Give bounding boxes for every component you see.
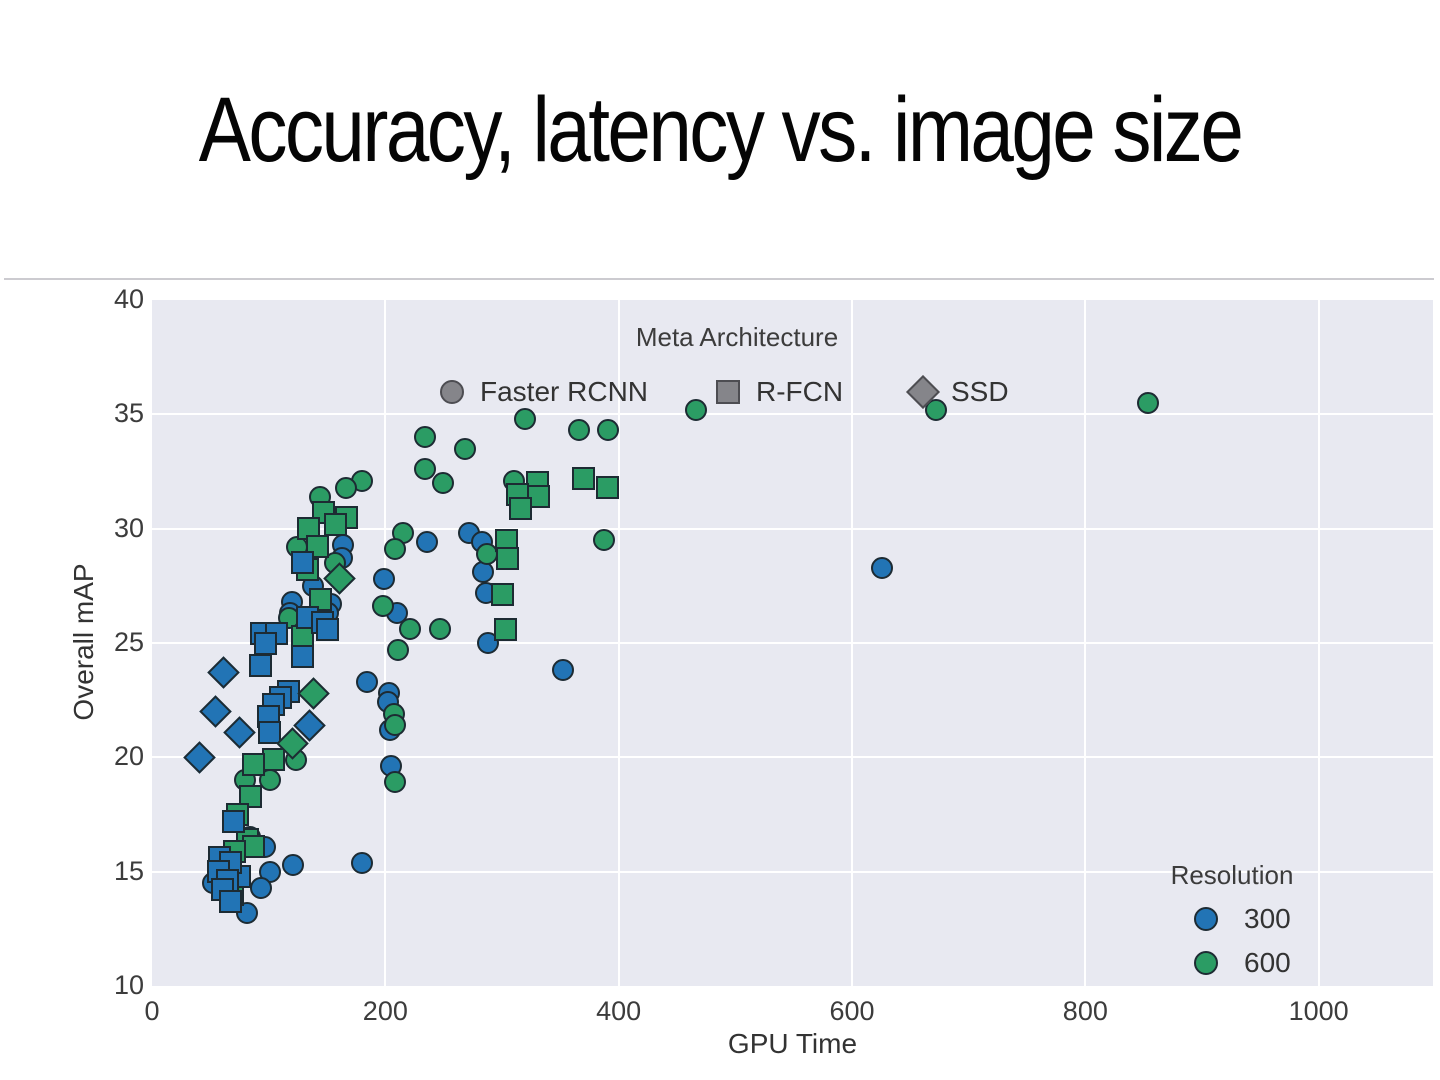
data-point-circle-600 [684,398,707,421]
y-tick-label: 10 [113,970,144,1000]
data-point-square-600 [494,617,517,641]
data-point-circle-300 [249,876,272,899]
data-point-diamond-600 [296,677,330,710]
data-point-circle-300 [373,567,396,590]
x-tick-label: 200 [362,996,408,1026]
gridline-horizontal [152,870,1433,873]
x-axis-label: GPU Time [727,1028,858,1059]
y-tick-label: 15 [113,855,144,886]
gridline-horizontal [152,756,1433,759]
divider-line [4,278,1434,280]
legend-item-resolution-300: 300 [1112,903,1352,935]
data-point-square-600 [572,466,596,490]
data-point-circle-600 [925,398,947,421]
y-tick-label: 20 [113,741,144,772]
circle-legend-icon [440,380,464,404]
x-tick-label: 0 [144,996,160,1026]
data-point-square-300 [291,645,314,669]
gridline-horizontal [152,527,1433,530]
square-legend-icon [716,380,740,404]
legend-item-resolution-600: 600 [1112,947,1352,979]
x-tick-label: 400 [596,996,642,1026]
diamond-legend-icon [906,375,940,409]
legend-meta-architecture: Meta Architecture Faster RCNN R-FCN SSD [152,322,1322,409]
plot-area: Meta Architecture Faster RCNN R-FCN SSD Re… [152,300,1433,986]
legend-item-ssd: SSD [906,375,1009,409]
x-tick-label: 800 [1062,996,1108,1026]
data-point-circle-600 [597,419,620,442]
data-point-circle-600 [414,458,436,481]
legend-resolution-title: Resolution [1170,860,1294,890]
data-point-circle-600 [514,407,537,430]
y-axis-label: Overall mAP [68,563,99,721]
data-point-square-600 [323,512,347,536]
data-point-square-600 [490,583,514,607]
x-tick-label: 1000 [1288,996,1349,1026]
legend-item-label: SSD [951,376,1009,407]
data-point-square-600 [308,588,332,612]
y-tick-label: 35 [113,398,144,429]
legend-resolution: Resolution 300 600 [1112,860,1352,979]
data-point-square-300 [258,720,282,744]
data-point-circle-300 [416,531,439,554]
data-point-circle-600 [334,476,357,499]
data-point-circle-300 [477,632,499,654]
data-point-circle-300 [551,659,574,682]
data-point-diamond-300 [223,715,256,749]
legend-item-label: Faster RCNN [480,376,649,407]
gridline-horizontal [152,413,1433,416]
data-point-square-600 [509,496,533,520]
data-point-circle-600 [383,538,406,561]
data-point-circle-600 [431,471,454,494]
data-point-diamond-300 [206,656,240,689]
data-point-circle-600 [592,529,615,552]
data-point-diamond-300 [198,695,232,728]
data-point-square-300 [315,617,339,641]
circle-legend-icon [1194,907,1218,931]
data-point-circle-300 [351,851,373,874]
data-point-square-300 [249,654,272,678]
data-point-circle-600 [383,714,406,737]
data-point-square-300 [253,631,277,655]
data-point-circle-600 [372,595,394,618]
legend-item-label: 600 [1244,947,1291,978]
data-point-circle-600 [429,618,452,641]
data-point-square-300 [218,889,242,913]
data-point-circle-300 [355,670,378,693]
data-point-circle-600 [398,618,421,641]
legend-item-label: 300 [1244,903,1291,934]
data-point-square-600 [242,752,265,776]
data-point-circle-600 [387,638,410,661]
gridline-horizontal [152,642,1433,644]
data-point-circle-300 [282,853,305,876]
y-tick-label: 40 [113,284,144,314]
data-point-square-600 [261,748,285,772]
legend-item-label: R-FCN [756,376,844,407]
y-tick-label: 25 [113,627,144,657]
legend-item-faster-rcnn: Faster RCNN [440,376,648,408]
data-point-circle-600 [568,419,590,442]
x-tick-label: 600 [829,996,875,1026]
data-point-circle-600 [414,426,436,449]
y-tick-label: 30 [113,512,144,543]
data-point-circle-300 [871,556,894,579]
data-point-square-600 [496,546,520,570]
data-point-circle-600 [383,771,406,794]
data-point-circle-600 [1137,391,1160,414]
circle-legend-icon [1194,951,1218,975]
legend-item-r-fcn: R-FCN [716,376,843,408]
data-point-square-600 [595,476,619,499]
data-point-square-300 [291,551,314,575]
data-point-square-300 [222,809,246,833]
legend-meta-title: Meta Architecture [635,322,839,352]
data-point-square-600 [238,784,262,808]
data-point-diamond-300 [183,741,217,774]
slide-title: Accuracy, latency vs. image size [198,79,1244,181]
legend-resolution-items: 300 600 [1112,903,1352,979]
data-point-circle-600 [453,437,476,460]
